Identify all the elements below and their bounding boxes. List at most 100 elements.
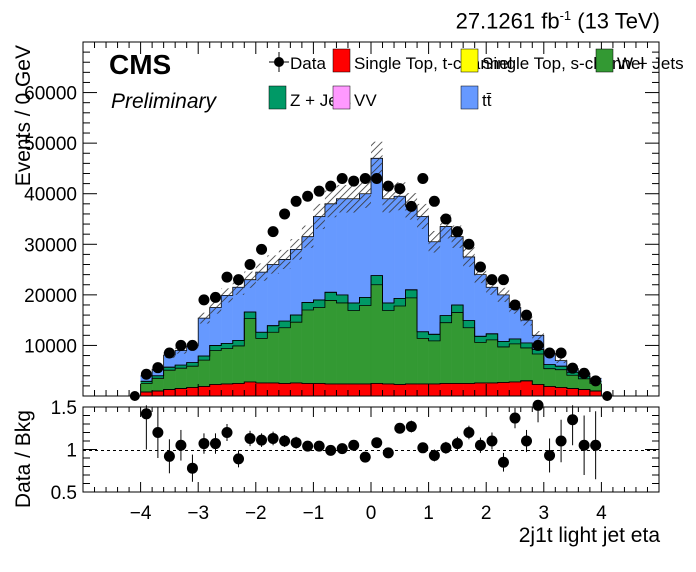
stack-bar-z-jets [451,304,464,313]
stack-bar-single-top-t [393,384,406,397]
uncertainty-bin [359,179,371,208]
stack-bar-w-jets [566,375,579,389]
legend-vv: VV [332,85,377,110]
stack-bar-w-jets [186,366,199,388]
stack-bar-ttbar [198,317,210,357]
stack-bar-z-jets [509,338,521,345]
y-tick-label: 20000 [24,286,77,307]
stack-bar-z-jets [336,294,349,304]
data-point [325,180,337,192]
stack-bar-w-jets [232,345,245,384]
stack-bar-z-jets [175,365,187,369]
preliminary-label: Preliminary [111,90,218,113]
uncertainty-bin [440,214,452,239]
ratio-point [394,422,406,434]
stack-bar-w-jets [278,327,291,384]
ratio-point [544,449,556,461]
stack-bar-w-jets [393,305,406,385]
stack-bar-z-jets [267,325,279,333]
stack-bar-w-jets [474,342,487,384]
stack-bar-single-top-t [520,380,533,397]
data-point [440,213,452,225]
ratio-point [336,443,348,455]
stack-bar-single-top-t [555,387,567,397]
data-point [521,309,533,321]
ratio-point [417,442,429,454]
stack-bar-z-jets [290,314,303,323]
ratio-point [233,453,245,465]
data-point [209,291,221,303]
x-tick-label: 3 [539,503,550,524]
legend-data: Data [269,52,326,73]
ratio-point [486,435,498,447]
stack-bar-w-jets [405,297,418,385]
ratio-point [371,437,383,449]
stack-bar-ttbar [221,295,233,344]
data-point [555,347,567,359]
x-tick-label: −3 [187,503,209,524]
uncertainty-bin [278,249,291,270]
stack-bar-z-jets [186,362,199,367]
uncertainty-bin [474,266,487,284]
uncertainty-bin [382,184,395,213]
data-point [348,175,360,187]
stack-bar-z-jets [405,289,418,299]
ratio-point [509,412,521,424]
ratio-point [244,432,256,444]
ratio-y-tick-label: 1 [66,441,77,462]
ratio-y-axis-title: Data / Bkg [12,410,35,508]
y-tick-label: 60000 [24,84,77,105]
stack-bar-w-jets [336,302,349,385]
stack-bar-single-top-t [163,389,176,397]
data-point [198,294,210,306]
stack-bar-w-jets [416,338,429,385]
data-point [175,339,187,351]
stack-bar-w-jets [359,305,372,385]
ratio-point [290,437,302,449]
legend-swatch-ttbar [460,85,479,110]
stack-bar-w-jets [209,350,222,385]
stack-bar-z-jets [463,320,475,328]
stack-bar-w-jets [497,346,510,383]
stack-bar-w-jets [451,312,464,384]
legend-data-marker [274,57,284,67]
stack-bar-w-jets [509,343,521,382]
stack-bar-single-top-t [451,383,464,397]
stack-bar-single-top-t [140,391,153,397]
stack-bar-w-jets [543,368,556,387]
stack-bar-z-jets [232,340,245,347]
ratio-point [175,439,187,451]
ratio-point [428,449,440,461]
uncertainty-bin [221,288,233,303]
ratio-point [163,450,175,462]
stack-bar-single-top-t [543,386,556,397]
stack-bar-z-jets [163,367,176,371]
stack-bar-z-jets [555,366,567,370]
stack-bar-w-jets [151,378,164,392]
data-point [279,208,291,220]
stack-outline-single-top-s [140,380,602,393]
stack-bar-z-jets [209,345,222,351]
stack-bar-w-jets [175,368,187,389]
stack-bar-single-top-t [578,389,591,397]
data-point [302,190,314,202]
stack-bar-w-jets [382,310,395,385]
stack-bar-single-top-t [497,382,510,397]
uncertainty-bin [497,287,510,302]
x-tick-label: −4 [130,503,152,524]
lumi-value: 27.1261 fb [455,8,560,34]
ratio-point [497,456,509,468]
stack-bar-w-jets [439,322,452,384]
stack-bar-single-top-t [589,390,602,397]
stack-bar-single-top-t [301,383,314,397]
data-point [590,375,602,387]
stack-bar-single-top-t [405,383,418,397]
ratio-point [313,440,325,452]
stack-bar-single-top-t [370,383,383,397]
data-point [509,299,521,311]
data-point [578,367,590,379]
cms-label: CMS [109,49,171,80]
data-point [567,362,579,374]
ratio-point [209,438,221,450]
legend-swatch-z-jets [268,85,287,110]
